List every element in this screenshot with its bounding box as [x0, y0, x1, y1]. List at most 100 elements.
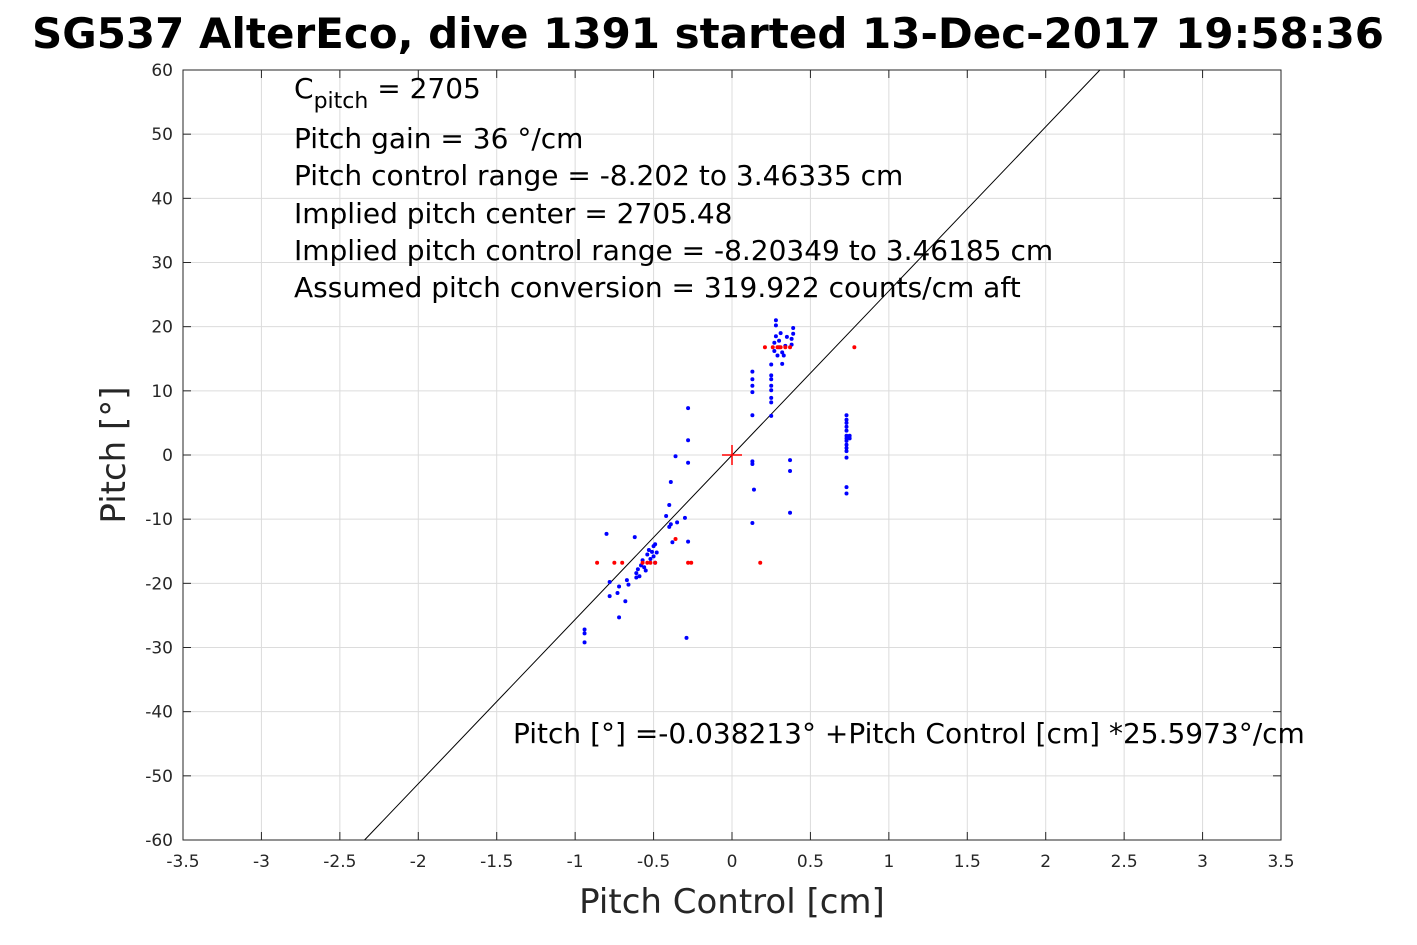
blue-data-point	[778, 331, 783, 336]
blue-data-point	[784, 334, 789, 339]
x-tick-label: 3	[1197, 852, 1208, 872]
x-tick-label: 2	[1040, 852, 1051, 872]
blue-data-point	[791, 325, 796, 330]
blue-data-point	[615, 590, 620, 595]
blue-data-point	[788, 469, 793, 474]
blue-data-point	[686, 460, 691, 465]
red-data-point	[783, 345, 788, 350]
grid	[182, 69, 1282, 841]
red-data-point	[762, 345, 767, 350]
x-tick-label: 1.5	[954, 852, 981, 872]
fit-equation-annotation: Pitch [°] =-0.038213° +Pitch Control [cm…	[513, 717, 1305, 750]
blue-data-point	[684, 635, 689, 640]
x-tick-label: -3	[253, 852, 270, 872]
blue-data-point	[645, 552, 650, 557]
red-data-point	[778, 345, 783, 350]
blue-data-point	[637, 574, 642, 579]
blue-data-point	[769, 377, 774, 382]
blue-data-point	[773, 334, 778, 339]
annotations: Cpitch = 2705 Pitch gain = 36 °/cm Pitch…	[294, 72, 1305, 750]
pitch-gain-annotation: Pitch gain = 36 °/cm	[294, 122, 583, 155]
y-tick-label: 30	[151, 254, 173, 274]
y-tick-label: -20	[145, 574, 173, 594]
x-tick-label: -2	[410, 852, 427, 872]
x-axis-label: Pitch Control [cm]	[579, 882, 885, 922]
blue-data-point	[653, 542, 658, 547]
axis-ticks: -3.5 -3 -2.5 -2 -1.5 -1 -0.5 0 0.5 1 1.5 2 2.5 3 3.5 -6…	[145, 61, 1294, 872]
blue-data-point	[750, 383, 755, 388]
blue-data-point	[582, 640, 587, 645]
blue-data-point	[664, 513, 669, 518]
blue-data-point	[844, 449, 849, 454]
blue-data-point	[667, 503, 672, 508]
blue-data-point	[582, 627, 587, 632]
blue-data-point	[670, 540, 675, 545]
blue-data-point	[769, 395, 774, 400]
blue-data-point	[650, 549, 655, 554]
blue-data-point	[769, 400, 774, 405]
blue-data-point	[651, 554, 656, 559]
blue-data-point	[788, 510, 793, 515]
blue-data-point	[844, 455, 849, 460]
x-tick-label: -0.5	[637, 852, 670, 872]
implied-pitch-center-annotation: Implied pitch center = 2705.48	[294, 197, 732, 230]
blue-data-point	[844, 485, 849, 490]
y-tick-label: 20	[151, 318, 173, 338]
red-data-point	[620, 560, 625, 565]
blue-data-point	[769, 362, 774, 367]
x-tick-label: 3.5	[1267, 852, 1294, 872]
y-tick-label: 0	[162, 446, 173, 466]
blue-data-point	[769, 383, 774, 388]
blue-data-point	[780, 350, 785, 355]
y-tick-label: -10	[145, 510, 173, 530]
blue-data-point	[769, 373, 774, 378]
blue-data-point	[582, 631, 587, 636]
blue-data-point	[632, 535, 637, 540]
red-data-point	[689, 560, 694, 565]
red-data-point	[788, 345, 793, 350]
blue-data-point	[791, 331, 796, 336]
blue-data-point	[673, 454, 678, 459]
blue-data-point	[847, 436, 852, 441]
blue-data-point	[844, 413, 849, 418]
blue-data-point	[844, 442, 849, 447]
y-axis-label: Pitch [°]	[94, 386, 134, 523]
red-data-point	[640, 560, 645, 565]
x-tick-label: 1	[883, 852, 894, 872]
cpitch-annotation: Cpitch = 2705	[294, 72, 481, 114]
cpitch-base: C	[294, 72, 314, 105]
blue-data-point	[750, 377, 755, 382]
blue-data-point	[844, 424, 849, 429]
blue-data-point	[750, 390, 755, 395]
blue-data-point	[772, 349, 777, 354]
blue-data-point	[777, 338, 782, 343]
pitch-control-range-annotation: Pitch control range = -8.202 to 3.46335 …	[294, 159, 903, 192]
blue-data-point	[604, 531, 609, 536]
x-tick-label: 0.5	[797, 852, 824, 872]
blue-data-point	[686, 539, 691, 544]
blue-data-point	[626, 582, 631, 587]
blue-data-point	[646, 547, 651, 552]
x-tick-label: 2.5	[1111, 852, 1138, 872]
red-data-point	[852, 345, 857, 350]
red-data-point	[673, 537, 678, 542]
blue-data-point	[788, 458, 793, 463]
implied-pitch-control-range-annotation: Implied pitch control range = -8.20349 t…	[294, 234, 1053, 267]
center-marker-layer	[722, 445, 742, 465]
blue-data-point	[789, 336, 794, 341]
blue-data-point	[623, 599, 628, 604]
blue-data-point	[772, 340, 777, 345]
blue-data-point	[844, 491, 849, 496]
blue-data-point	[750, 413, 755, 418]
blue-data-point	[634, 575, 639, 580]
red-data-point	[775, 345, 780, 350]
red-data-point	[770, 345, 775, 350]
x-tick-label: -1	[567, 852, 584, 872]
blue-data-point	[607, 594, 612, 599]
blue-data-point	[751, 487, 756, 492]
x-tick-label: -3.5	[166, 852, 199, 872]
cpitch-value: = 2705	[368, 72, 481, 105]
blue-data-point	[682, 515, 687, 520]
blue-data-point	[769, 413, 774, 418]
